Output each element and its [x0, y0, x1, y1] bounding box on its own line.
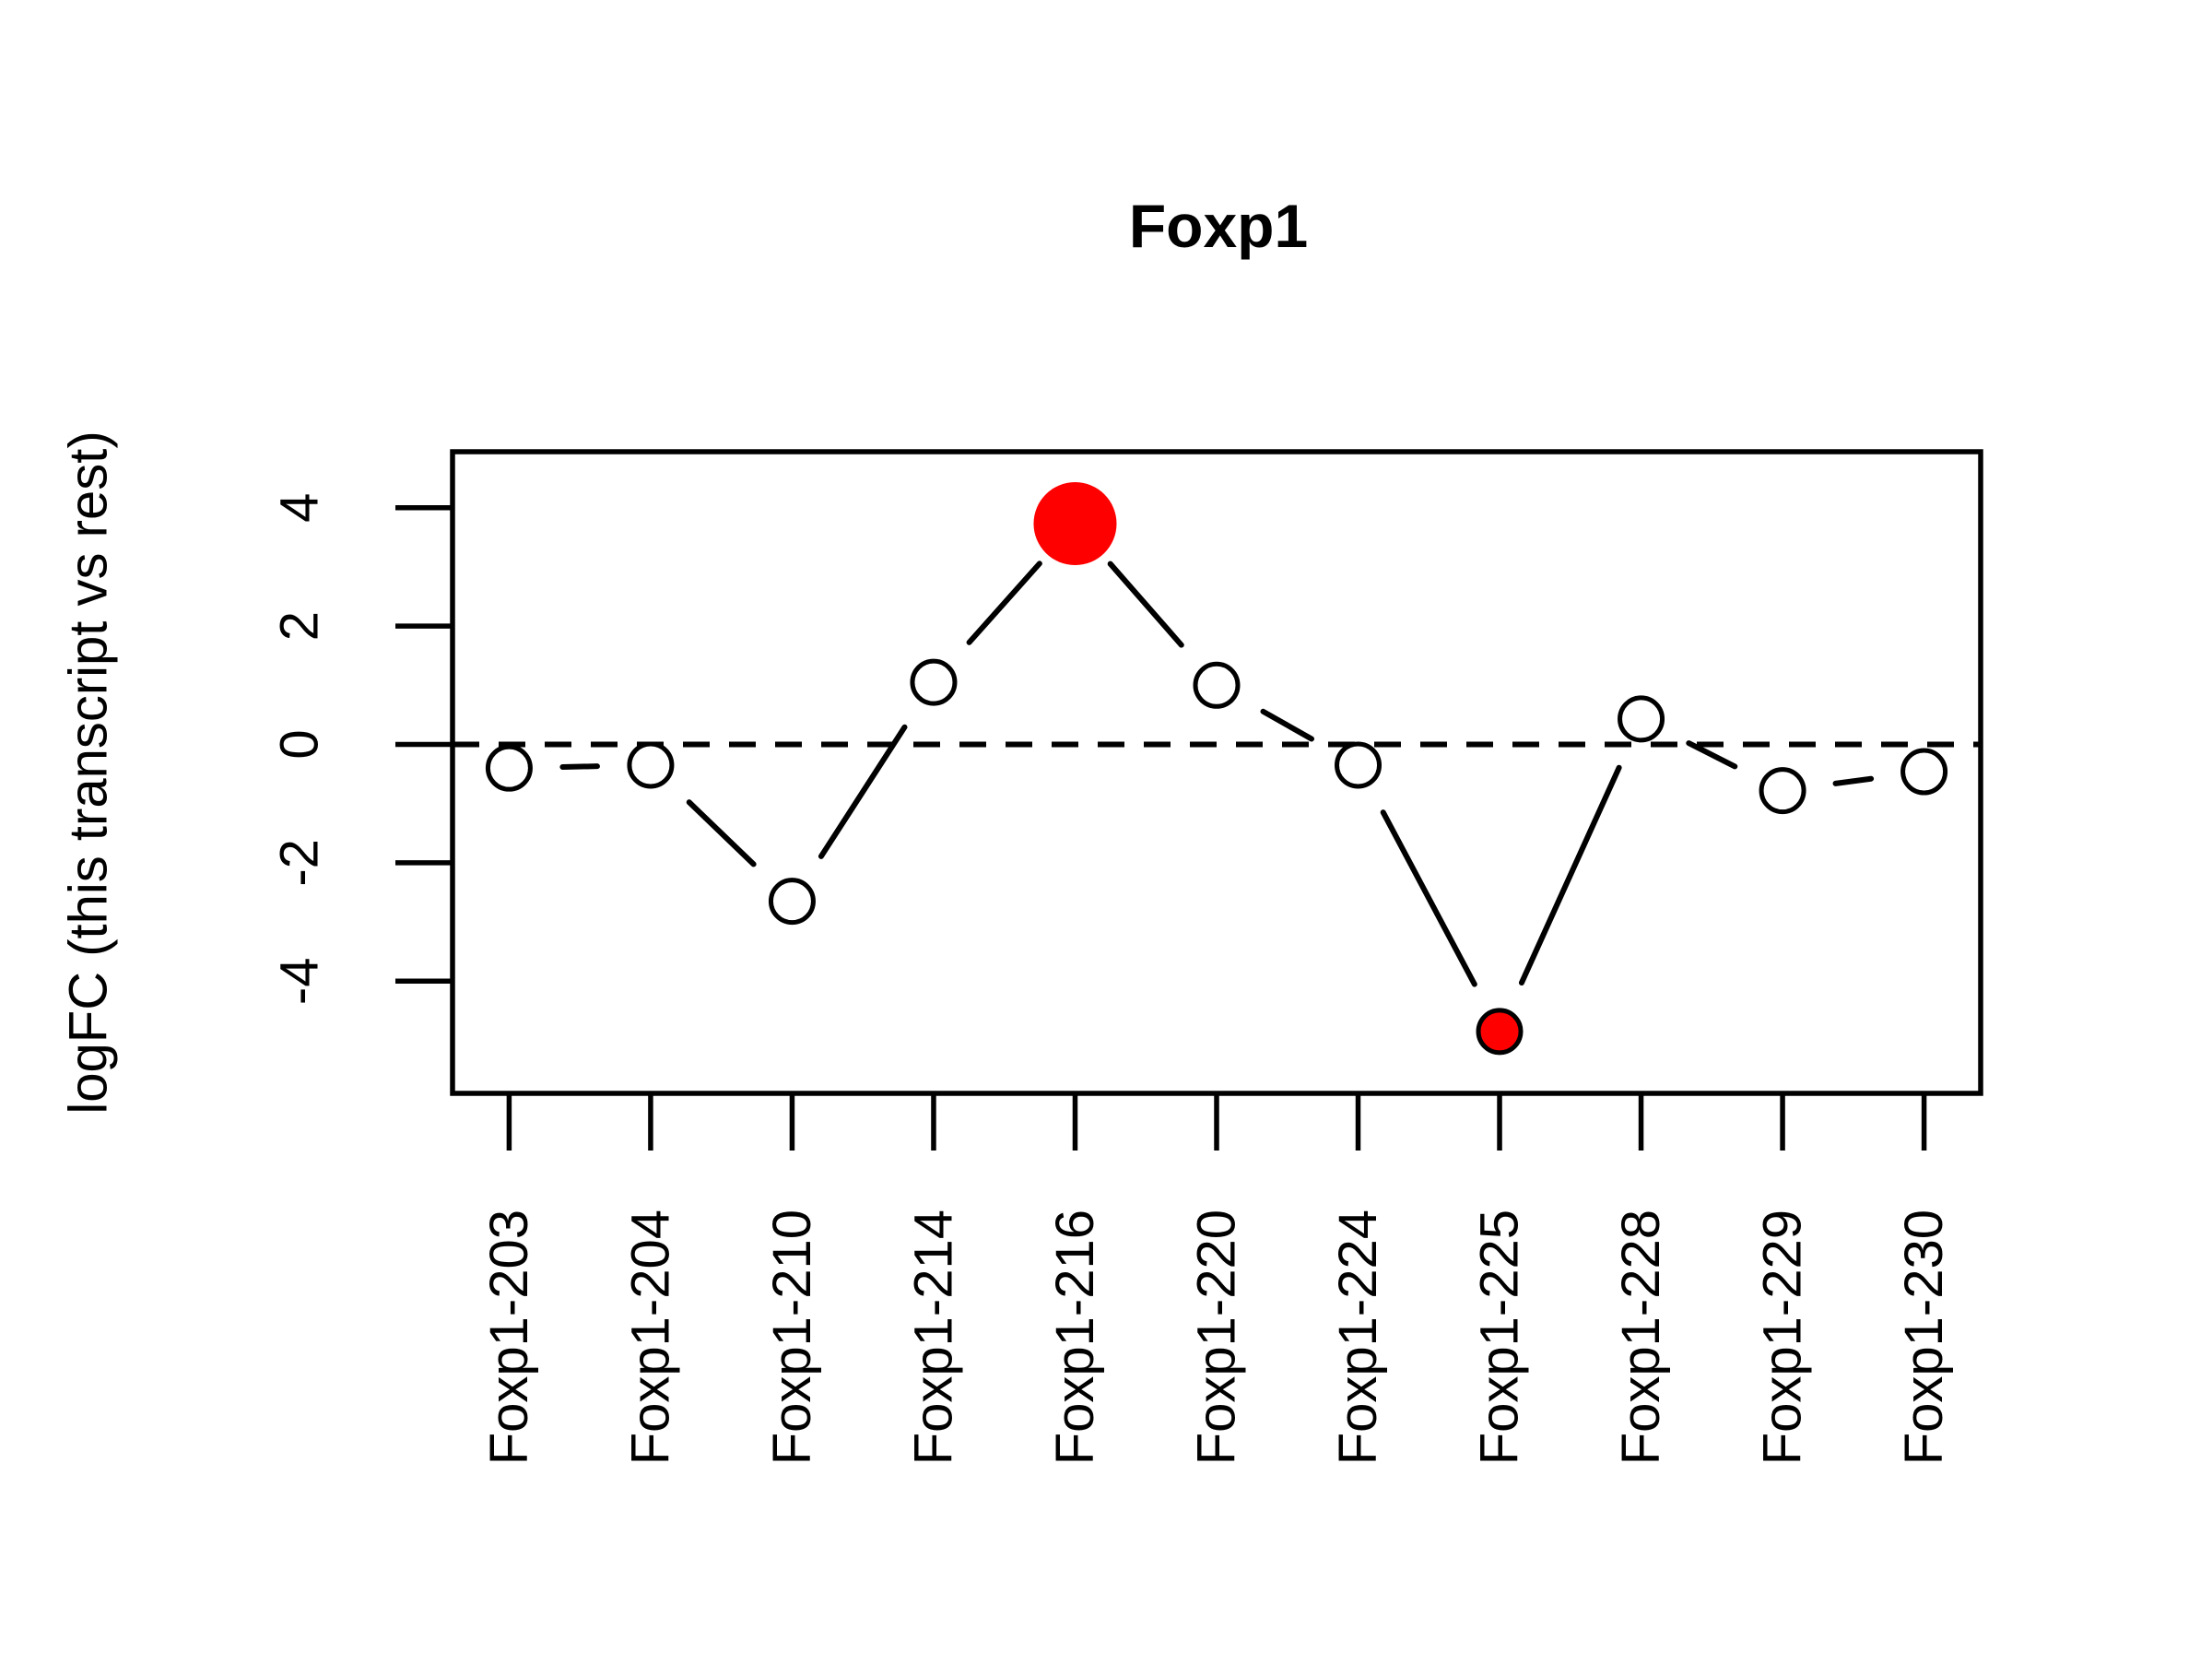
x-tick-label: Foxp1-229: [1753, 1210, 1813, 1465]
x-tick-label: Foxp1-210: [762, 1210, 822, 1465]
x-tick-label: Foxp1-225: [1470, 1210, 1530, 1465]
x-tick-label: Foxp1-203: [479, 1210, 539, 1465]
series-segment: [1260, 708, 1315, 742]
series-segment: [1107, 561, 1184, 648]
x-tick-label: Foxp1-230: [1894, 1210, 1954, 1465]
data-point: [910, 658, 958, 706]
y-tick-label: 4: [270, 493, 330, 523]
x-tick-label: Foxp1-224: [1328, 1210, 1388, 1465]
x-tick-label: Foxp1-204: [620, 1210, 680, 1465]
chart-title: Foxp1: [1129, 192, 1308, 260]
series-segment: [1832, 775, 1875, 786]
x-tick-label: Foxp1-214: [903, 1210, 963, 1465]
data-point: [627, 741, 675, 789]
series-segment: [1686, 740, 1738, 770]
series-segment: [686, 799, 757, 867]
y-tick-label: 2: [270, 611, 330, 641]
series-segment: [966, 561, 1042, 645]
x-tick-label: Foxp1-220: [1187, 1210, 1247, 1465]
data-point: [485, 744, 533, 792]
data-point: [1759, 767, 1806, 815]
y-tick-label: 0: [270, 729, 330, 759]
x-tick-label: Foxp1-228: [1611, 1210, 1671, 1465]
data-point: [1618, 695, 1665, 743]
series-segment: [559, 763, 600, 770]
series-segment: [1380, 809, 1477, 987]
y-tick-label: -2: [270, 839, 330, 887]
x-tick-label: Foxp1-216: [1045, 1210, 1105, 1465]
series-segment: [818, 724, 908, 859]
data-point: [1900, 748, 1948, 796]
series-segment: [1518, 764, 1622, 986]
data-point: [1335, 741, 1382, 789]
y-axis-label: logFC (this transcript vs rest): [59, 431, 119, 1114]
data-point: [1193, 661, 1241, 709]
data-point: [768, 878, 816, 926]
data-point-highlight: [1476, 1008, 1524, 1056]
y-tick-label: -4: [270, 958, 330, 1006]
data-point-highlight-large: [1033, 482, 1117, 566]
